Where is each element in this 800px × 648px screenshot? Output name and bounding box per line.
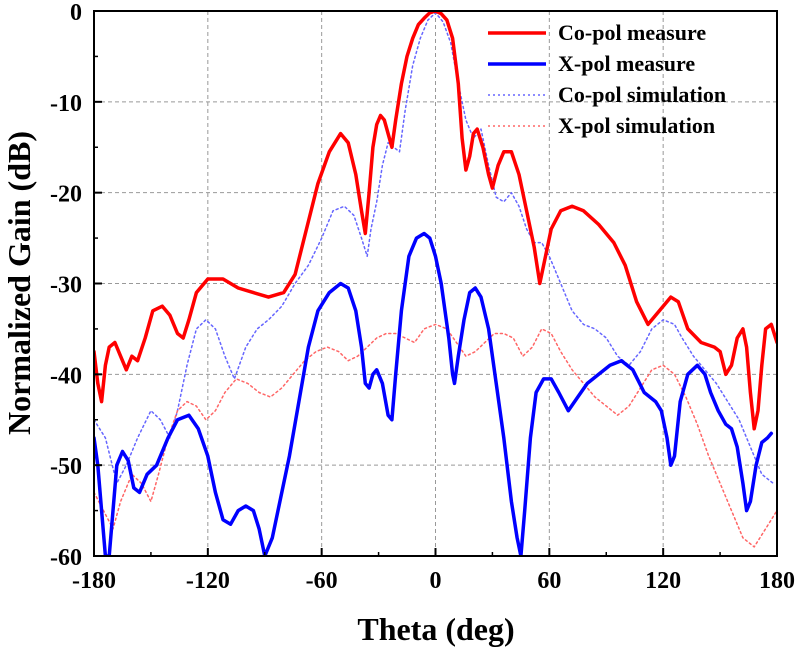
y-tick-labels: 0 -10 -20 -30 -40 -50 -60	[50, 0, 82, 571]
series-line-1	[94, 231, 774, 556]
axis-ticks	[93, 10, 778, 557]
x-tick-labels: -180 -120 -60 0 60 120 180	[72, 568, 795, 594]
y-tick-label: -60	[50, 545, 82, 571]
x-tick-label: 180	[759, 568, 795, 594]
y-tick-label: -40	[50, 363, 82, 389]
legend-label: X-pol simulation	[558, 113, 715, 138]
series-line-3	[94, 323, 777, 548]
x-tick-label: 60	[537, 568, 561, 594]
legend: Co-pol measure X-pol measure Co-pol simula…	[488, 20, 726, 138]
x-tick-label: -180	[72, 568, 116, 594]
y-tick-label: -20	[50, 182, 82, 208]
legend-label: X-pol measure	[558, 51, 695, 76]
x-tick-label: 120	[645, 568, 681, 594]
y-axis-title: Normalized Gain (dB)	[1, 131, 37, 435]
series-group	[94, 11, 777, 556]
series-line-2	[94, 12, 774, 485]
x-tick-label: -120	[186, 568, 230, 594]
x-axis-title: Theta (deg)	[357, 611, 514, 647]
legend-label: Co-pol simulation	[558, 82, 726, 107]
y-tick-label: -50	[50, 454, 82, 480]
series-line-0	[94, 11, 777, 431]
x-tick-label: 0	[430, 568, 442, 594]
x-tick-label: -60	[306, 568, 338, 594]
y-tick-label: 0	[70, 0, 82, 26]
legend-label: Co-pol measure	[558, 20, 706, 45]
grid-lines	[94, 11, 777, 556]
y-tick-label: -10	[50, 91, 82, 117]
y-tick-label: -30	[50, 273, 82, 299]
